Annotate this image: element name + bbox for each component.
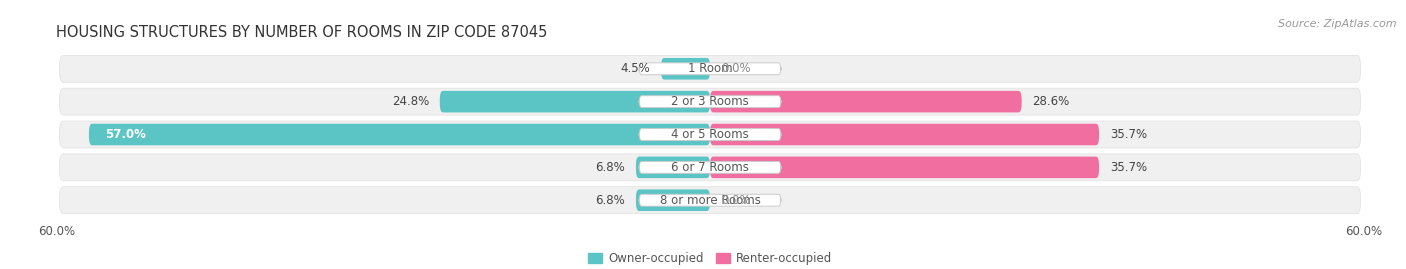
FancyBboxPatch shape: [636, 189, 710, 211]
FancyBboxPatch shape: [59, 88, 1361, 115]
Legend: Owner-occupied, Renter-occupied: Owner-occupied, Renter-occupied: [583, 247, 837, 269]
Text: Source: ZipAtlas.com: Source: ZipAtlas.com: [1278, 19, 1396, 29]
Text: 57.0%: 57.0%: [105, 128, 146, 141]
Text: 35.7%: 35.7%: [1109, 128, 1147, 141]
FancyBboxPatch shape: [640, 96, 780, 108]
FancyBboxPatch shape: [710, 157, 1099, 178]
Text: 4.5%: 4.5%: [620, 62, 650, 75]
FancyBboxPatch shape: [59, 187, 1361, 214]
Text: 6.8%: 6.8%: [595, 194, 626, 207]
Text: 2 or 3 Rooms: 2 or 3 Rooms: [671, 95, 749, 108]
FancyBboxPatch shape: [661, 58, 710, 80]
FancyBboxPatch shape: [89, 124, 710, 145]
FancyBboxPatch shape: [59, 121, 1361, 148]
FancyBboxPatch shape: [59, 55, 1361, 82]
FancyBboxPatch shape: [640, 161, 780, 173]
Text: 0.0%: 0.0%: [721, 194, 751, 207]
FancyBboxPatch shape: [59, 154, 1361, 181]
FancyBboxPatch shape: [710, 91, 1022, 112]
Text: 1 Room: 1 Room: [688, 62, 733, 75]
Text: 28.6%: 28.6%: [1032, 95, 1070, 108]
Text: 0.0%: 0.0%: [721, 62, 751, 75]
FancyBboxPatch shape: [640, 194, 780, 206]
Text: 6 or 7 Rooms: 6 or 7 Rooms: [671, 161, 749, 174]
Text: HOUSING STRUCTURES BY NUMBER OF ROOMS IN ZIP CODE 87045: HOUSING STRUCTURES BY NUMBER OF ROOMS IN…: [56, 25, 547, 40]
Text: 4 or 5 Rooms: 4 or 5 Rooms: [671, 128, 749, 141]
FancyBboxPatch shape: [640, 129, 780, 140]
FancyBboxPatch shape: [440, 91, 710, 112]
Text: 35.7%: 35.7%: [1109, 161, 1147, 174]
Text: 6.8%: 6.8%: [595, 161, 626, 174]
Text: 24.8%: 24.8%: [392, 95, 429, 108]
FancyBboxPatch shape: [710, 124, 1099, 145]
FancyBboxPatch shape: [640, 63, 780, 75]
Text: 8 or more Rooms: 8 or more Rooms: [659, 194, 761, 207]
FancyBboxPatch shape: [636, 157, 710, 178]
